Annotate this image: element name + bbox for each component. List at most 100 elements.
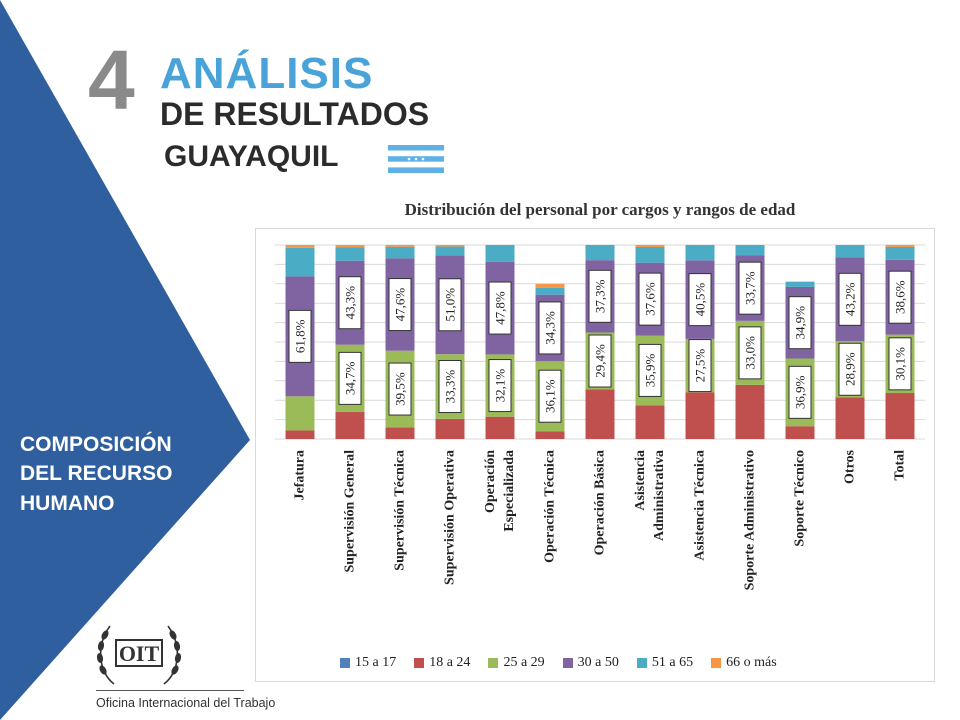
stacked-bar-chart: 61,8% Jefatura 34,7% 43,3% Supervisión Gener… [275,244,925,590]
data-label-box [388,362,412,416]
data-label: 47,8% [493,291,508,325]
bar-segment [785,426,815,439]
data-label-box [438,278,462,332]
data-label: 33,7% [743,271,758,305]
category-label: Total [893,450,908,481]
data-label: 33,3% [443,370,458,404]
category-label: Operación Básica [593,450,608,555]
bar-segment [335,245,365,248]
bar-segment [685,392,715,439]
legend-swatch [488,658,499,668]
data-label-box [438,360,462,414]
section-heading: COMPOSICIÓN DEL RECURSO HUMANO [20,430,172,518]
data-label-box [788,365,812,419]
data-label-box [388,278,412,332]
legend-swatch [414,658,425,668]
legend-swatch [340,658,350,668]
legend-item: 51 a 65 [636,655,694,671]
legend-swatch [711,658,722,668]
data-label: 34,3% [543,311,558,345]
category-label: Especializada [502,450,517,532]
bar-segment [385,246,415,259]
bar-segment [635,405,665,439]
category-label: Supervisión General [343,450,358,573]
category-label: Operación [483,450,498,513]
category-label: Asistencia Técnica [693,450,708,561]
category-label: Operación Técnica [543,450,558,563]
bar-segment [885,245,915,247]
data-label-box [838,342,862,396]
data-label: 51,0% [443,288,458,322]
page-subtitle: DE RESULTADOS [160,96,430,132]
bar-segment [435,418,465,439]
bar-segment [285,430,315,439]
data-label-box [538,301,562,355]
data-label: 39,5% [393,372,408,406]
data-label-box [338,276,362,330]
bar-segment [585,389,615,439]
data-label-box [888,270,912,324]
data-label: 34,7% [343,361,358,395]
page-title: ANÁLISIS [160,49,374,98]
bar-segment [285,245,315,248]
bar-segment [435,246,465,256]
data-label-box [688,339,712,393]
category-label: Soporte Administrativo [743,450,758,590]
legend-label: 30 a 50 [577,655,619,670]
data-label-box [488,359,512,413]
legend-label: 51 a 65 [651,655,694,670]
data-label: 47,6% [393,288,408,322]
bar-segment [335,247,365,261]
data-label: 30,1% [893,347,908,381]
bar-segment [885,246,915,260]
data-label-box [338,351,362,405]
bar-segment [885,393,915,439]
bar-segment [585,245,615,261]
data-label-box [788,296,812,350]
oit-logo: OIT [96,625,182,685]
bar-segment [385,245,415,247]
data-label-box [638,272,662,326]
bar-segment [485,416,515,439]
category-label: Otros [843,449,858,484]
bar-segment [535,283,565,288]
bar-segment [785,281,815,287]
bar-segment [835,397,865,439]
data-label-box [488,281,512,335]
logo-caption: Oficina Internacional del Trabajo [96,696,276,710]
data-label: 37,6% [643,282,658,316]
logo-text: OIT [119,641,160,666]
bar-segment [485,245,515,262]
bar-segment [535,431,565,439]
data-label: 28,9% [843,352,858,386]
section-number: 4 [88,33,135,127]
data-label-box [538,369,562,423]
legend-label: 66 o más [726,655,777,670]
legend-item: 15 a 17 [340,655,396,671]
data-label: 38,6% [893,280,908,314]
chart-legend: 15 a 17 18 a 24 25 a 29 30 a 50 51 a 65 66 o … [340,654,900,672]
legend-swatch [562,658,573,668]
data-label: 43,2% [843,282,858,316]
chart-title: Distribución del personal por cargos y r… [404,200,796,219]
legend-swatch [636,658,647,668]
data-label: 29,4% [593,344,608,378]
legend-label: 25 a 29 [503,655,545,670]
legend-item: 30 a 50 [562,655,619,671]
category-label: Jefatura [293,450,308,501]
bar-segment [535,287,565,295]
data-label: 36,1% [543,379,558,413]
blue-triangle [0,0,250,720]
category-label: Administrativa [652,450,667,541]
category-label: Supervisión Operativa [443,450,458,585]
logo-divider [96,690,244,691]
legend-label: 15 a 17 [355,655,397,670]
bar-segment [635,246,665,263]
legend-label: 18 a 24 [429,655,471,670]
city-label: GUAYAQUIL [164,140,339,173]
data-label-box [838,272,862,326]
section-heading-line-1: COMPOSICIÓN [20,433,172,456]
data-label-box [688,273,712,327]
data-label-box [888,337,912,391]
